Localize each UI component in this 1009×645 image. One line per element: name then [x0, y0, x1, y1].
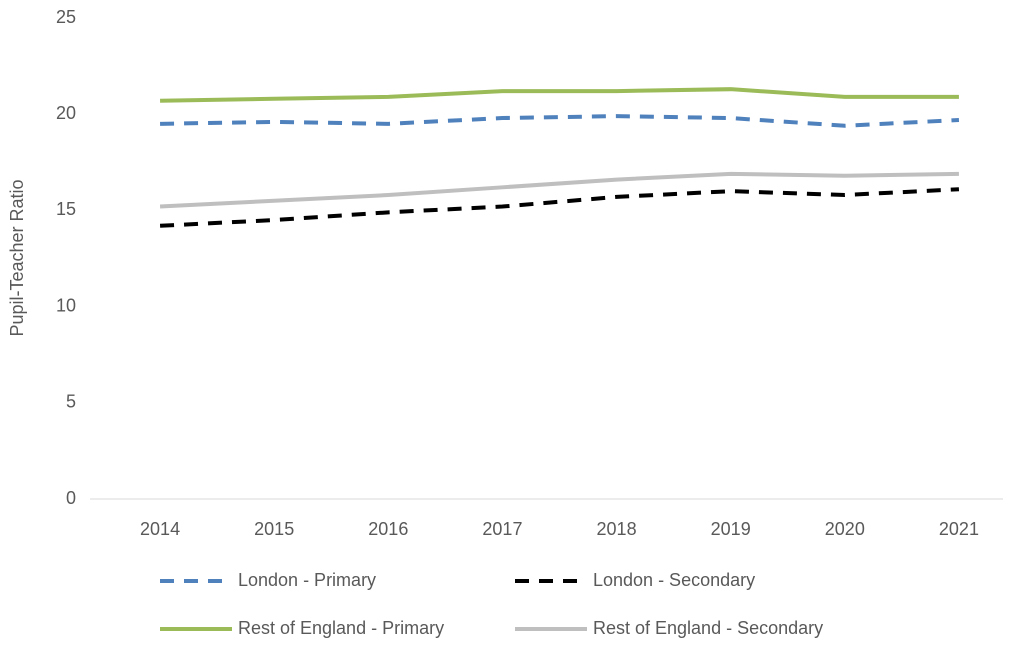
y-tick-label: 15: [56, 199, 76, 219]
series-line: [159, 171, 959, 209]
series-line: [160, 114, 960, 128]
y-tick-label: 25: [56, 7, 76, 27]
y-tick-label: 20: [56, 103, 76, 123]
y-tick-label: 10: [56, 295, 76, 315]
x-tick-label: 2016: [368, 519, 408, 539]
series-line: [160, 87, 959, 103]
x-tick-label: 2017: [482, 519, 522, 539]
y-tick-label: 0: [66, 488, 76, 508]
x-tick-label: 2019: [711, 519, 751, 539]
x-tick-label: 2018: [597, 519, 637, 539]
legend-label: London - Primary: [238, 570, 376, 590]
x-tick-label: 2014: [140, 519, 180, 539]
legend-label: Rest of England - Primary: [238, 618, 444, 638]
series-line: [159, 187, 960, 228]
x-tick-label: 2020: [825, 519, 865, 539]
x-tick-label: 2021: [939, 519, 979, 539]
y-axis-title: Pupil-Teacher Ratio: [7, 179, 27, 336]
x-tick-label: 2015: [254, 519, 294, 539]
legend-label: Rest of England - Secondary: [593, 618, 823, 638]
legend-label: London - Secondary: [593, 570, 755, 590]
y-tick-label: 5: [66, 392, 76, 412]
